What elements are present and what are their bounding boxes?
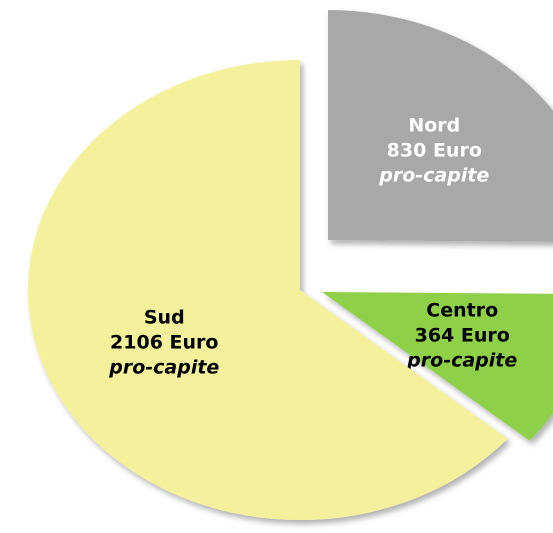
slice-value-label: 2106 Euro: [110, 332, 218, 354]
slice-unit-note: pro-capite: [108, 357, 219, 379]
slice-label: Nord: [408, 114, 460, 136]
slice-unit-note: pro-capite: [406, 350, 517, 372]
slice-value-label: 830 Euro: [387, 139, 482, 161]
pie-slice: [27, 60, 508, 520]
pie-slice: [322, 292, 553, 441]
slice-value-label: 364 Euro: [415, 325, 510, 347]
slice-label: Centro: [426, 300, 498, 322]
slice-label: Sud: [144, 307, 185, 329]
slice-unit-note: pro-capite: [378, 164, 489, 186]
pie-slice: [328, 10, 553, 242]
